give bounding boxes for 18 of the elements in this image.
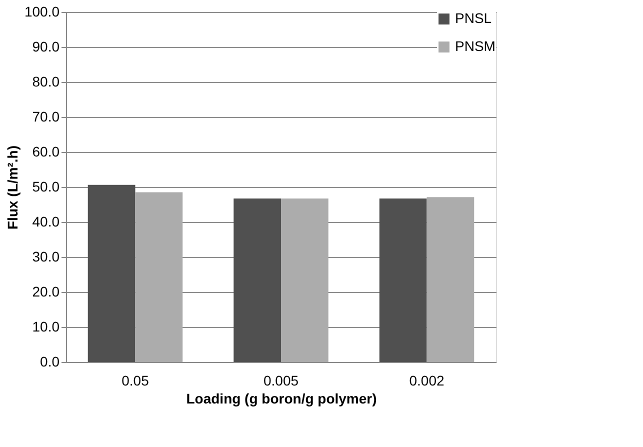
x-axis-title: Loading (g boron/g polymer) <box>186 390 377 406</box>
x-tick-label: 0.005 <box>263 372 299 388</box>
y-tick-label: 20.0 <box>32 284 60 300</box>
legend-label: PNSL <box>455 10 492 26</box>
legend-label: PNSM <box>455 38 496 54</box>
y-tick-label: 0.0 <box>40 354 60 370</box>
x-tick-label: 0.05 <box>122 372 150 388</box>
x-tick-label: 0.002 <box>409 372 444 388</box>
y-tick-label: 90.0 <box>32 38 60 54</box>
y-tick-label: 50.0 <box>32 178 60 194</box>
y-tick-label: 30.0 <box>32 248 60 264</box>
y-tick-label: 80.0 <box>32 74 60 90</box>
y-tick-label: 70.0 <box>32 108 60 124</box>
y-tick-label: 10.0 <box>32 318 60 334</box>
y-axis-title: Flux (L/m².h) <box>4 146 20 230</box>
y-tick-label: 100.0 <box>24 4 60 20</box>
y-tick-label: 60.0 <box>32 144 60 160</box>
y-tick-label: 40.0 <box>32 214 60 230</box>
